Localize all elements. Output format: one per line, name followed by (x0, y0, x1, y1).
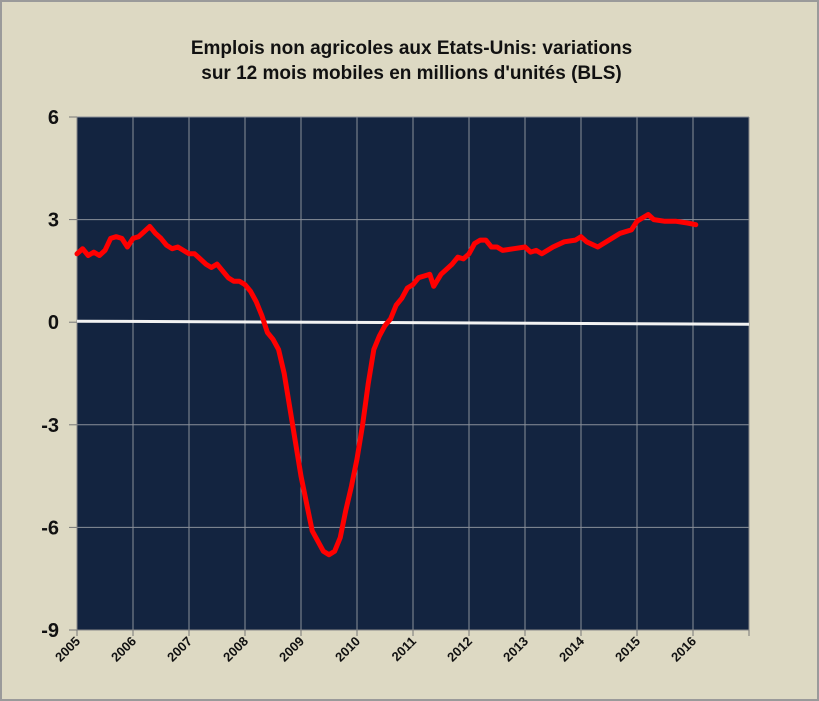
x-tick-label: 2013 (500, 634, 531, 665)
y-tick-label: -9 (41, 620, 59, 642)
x-tick-label: 2014 (556, 633, 588, 665)
y-tick-label: -3 (41, 415, 59, 437)
y-tick-label: 0 (48, 312, 59, 334)
x-tick-label: 2016 (668, 634, 699, 665)
x-tick-label: 2012 (444, 634, 475, 665)
x-tick-label: 2006 (108, 634, 139, 665)
x-tick-label: 2011 (389, 634, 420, 665)
chart-title-line1: Emplois non agricoles aux Etats-Unis: va… (190, 38, 633, 59)
y-tick-label: 3 (48, 210, 59, 232)
x-tick-label: 2008 (220, 634, 251, 665)
x-tick-label: 2015 (612, 634, 643, 665)
series-line (74, 212, 699, 558)
x-tick-label: 2009 (276, 634, 307, 665)
chart-title-line2: sur 12 mois mobiles en millions d'unités… (201, 63, 622, 84)
chart-title: Emplois non agricoles aux Etats-Unis: va… (2, 36, 819, 86)
y-tick-label: -6 (41, 517, 59, 539)
zero-line (76, 319, 750, 326)
x-tick-label: 2010 (332, 634, 363, 665)
y-tick-label: 6 (48, 107, 59, 129)
x-tick-label: 2007 (164, 634, 195, 665)
